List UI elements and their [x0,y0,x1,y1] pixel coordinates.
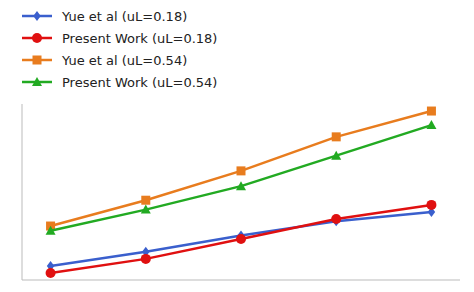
data-point [141,205,151,214]
data-point [331,151,341,160]
data-point [331,214,341,224]
legend-item: Present Work (uL=0.54) [22,75,217,90]
series-line [51,212,432,266]
plot-area [46,107,437,278]
legend-item: Present Work (uL=0.18) [22,31,217,46]
legend-marker [33,11,41,21]
legend-marker [32,77,42,86]
data-point [46,226,56,235]
legend-item: Yue et al (uL=0.54) [22,53,187,68]
data-point [236,181,246,190]
data-point [426,120,436,129]
data-point [237,166,246,175]
legend-label: Yue et al (uL=0.54) [61,53,187,68]
legend-label: Yue et al (uL=0.18) [61,9,187,24]
data-point [141,196,150,205]
legend-label: Present Work (uL=0.18) [62,31,217,46]
legend-marker [32,33,42,43]
series-line [51,125,432,231]
data-point [332,132,341,141]
series-line [51,111,432,226]
y-axis-line [22,104,23,280]
legend: Yue et al (uL=0.18) Present Work (uL=0.18… [22,9,217,90]
data-point [236,234,246,244]
data-point [141,254,151,264]
data-point [46,268,56,278]
data-point [427,107,436,116]
legend-marker [33,56,42,65]
data-point [426,200,436,210]
chart: Yue et al (uL=0.18) Present Work (uL=0.18… [0,0,474,292]
series-line [51,205,432,273]
legend-label: Present Work (uL=0.54) [62,75,217,90]
legend-item: Yue et al (uL=0.18) [22,9,187,24]
x-axis-line [22,280,460,281]
